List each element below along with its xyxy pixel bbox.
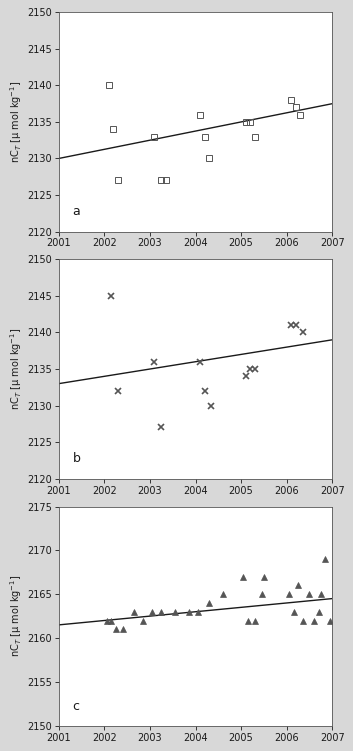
Text: a: a <box>72 205 80 219</box>
Y-axis label: nC$_T$ [μ mol kg$^{-1}$]: nC$_T$ [μ mol kg$^{-1}$] <box>8 575 24 657</box>
Y-axis label: nC$_T$ [μ mol kg$^{-1}$]: nC$_T$ [μ mol kg$^{-1}$] <box>8 328 24 410</box>
Text: b: b <box>72 452 80 466</box>
Y-axis label: nC$_T$ [μ mol kg$^{-1}$]: nC$_T$ [μ mol kg$^{-1}$] <box>8 81 24 163</box>
Text: c: c <box>72 700 79 713</box>
